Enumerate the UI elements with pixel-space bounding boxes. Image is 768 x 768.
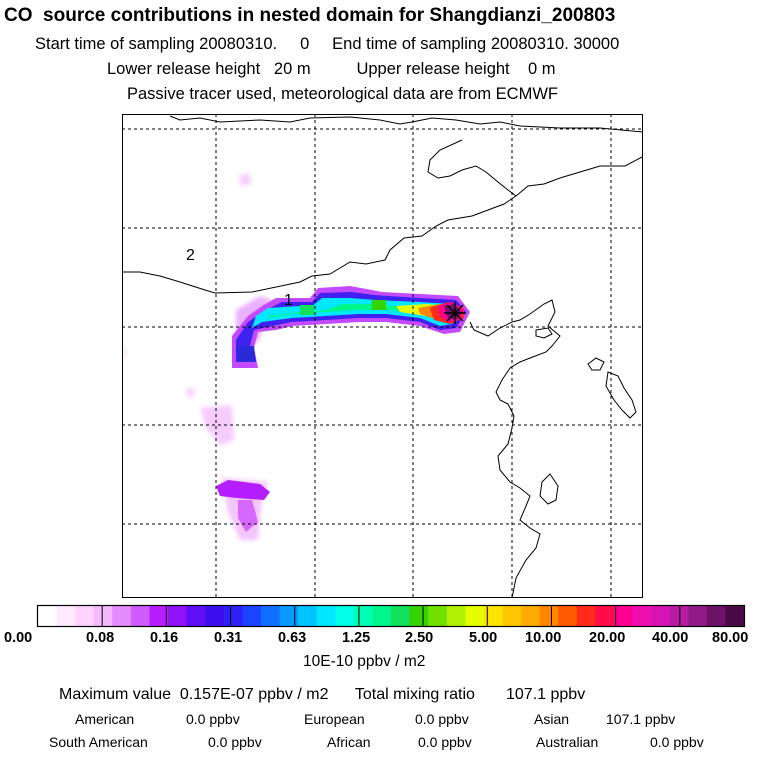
colorbar-swatch <box>595 606 615 626</box>
stat-region-american: American <box>75 711 135 727</box>
colorbar-swatch <box>502 606 522 626</box>
map-frame <box>122 114 643 598</box>
colorbar-swatch <box>632 606 652 626</box>
colorbar-tick: 10.00 <box>525 630 562 646</box>
colorbar-tick: 0.00 <box>4 630 33 646</box>
colorbar-swatch <box>56 606 76 626</box>
stat-value-american: 0.0 ppbv <box>186 711 240 727</box>
stat-value-african: 0.0 ppbv <box>418 734 472 750</box>
colorbar-swatch <box>38 606 58 626</box>
colorbar-swatch <box>613 606 634 626</box>
stat-value-south-american: 0.0 ppbv <box>208 734 262 750</box>
colorbar-swatch <box>205 606 225 626</box>
stat-region-south-american: South American <box>49 734 148 750</box>
colorbar-frame <box>36 604 746 628</box>
stat-region-australian: Australian <box>536 734 599 750</box>
colorbar-tick: 0.16 <box>150 630 179 646</box>
gridlines <box>122 114 643 598</box>
colorbar-swatch <box>669 606 689 626</box>
colorbar-swatch <box>725 606 745 626</box>
coastlines <box>122 115 643 598</box>
colorbar-swatch <box>706 606 727 626</box>
colorbar-swatch <box>168 606 188 626</box>
colorbar-swatch <box>372 606 392 626</box>
stat-region-african: African <box>327 734 371 750</box>
sampling-times: Start time of sampling 20080310. 0 End t… <box>35 35 620 53</box>
colorbar <box>38 606 745 626</box>
colorbar-tick: 0.08 <box>86 630 115 646</box>
map-area <box>122 114 643 598</box>
colorbar-swatch <box>465 606 485 626</box>
stat-value-european: 0.0 ppbv <box>415 711 469 727</box>
colorbar-swatch <box>409 606 429 626</box>
colorbar-swatch <box>112 606 132 626</box>
colorbar-tick: 0.63 <box>278 630 307 646</box>
colorbar-swatch <box>391 606 411 626</box>
colorbar-swatch <box>446 606 466 626</box>
colorbar-swatch <box>483 606 504 626</box>
colorbar-tick: 80.00 <box>712 630 749 646</box>
colorbar-swatch <box>316 606 336 626</box>
colorbar-swatch <box>242 606 262 626</box>
colorbar-swatch <box>353 606 374 626</box>
colorbar-swatch <box>260 606 281 626</box>
colorbar-swatch <box>93 606 113 626</box>
colorbar-swatch <box>186 606 206 626</box>
colorbar-swatch <box>130 606 151 626</box>
colorbar-swatch <box>298 606 318 626</box>
max-value-summary: Maximum value 0.157E-07 ppbv / m2 Total … <box>59 686 586 703</box>
tracer-info: Passive tracer used, meteorological data… <box>127 85 558 103</box>
colorbar-tick: 2.50 <box>405 630 434 646</box>
colorbar-swatch <box>428 606 448 626</box>
colorbar-dividers <box>101 606 681 626</box>
release-heights: Lower release height 20 m Upper release … <box>107 60 556 78</box>
colorbar-tick: 40.00 <box>652 630 689 646</box>
plot-title: CO source contributions in nested domain… <box>4 5 616 26</box>
colorbar-tick: 0.31 <box>214 630 243 646</box>
stat-value-australian: 0.0 ppbv <box>650 734 704 750</box>
region-label-2: 2 <box>186 247 195 264</box>
stat-region-asian: Asian <box>534 711 570 727</box>
colorbar-swatch <box>651 606 671 626</box>
colorbar-tick: 1.25 <box>342 630 371 646</box>
colorbar-swatch <box>521 606 541 626</box>
colorbar-swatch <box>75 606 95 626</box>
colorbar-tick: 20.00 <box>589 630 626 646</box>
stat-value-asian: 107.1 ppbv <box>606 711 676 727</box>
colorbar-swatch <box>539 606 559 626</box>
colorbar-tick: 5.00 <box>469 630 498 646</box>
colorbar-swatch <box>576 606 596 626</box>
colorbar-swatch <box>279 606 299 626</box>
stat-region-european: European <box>304 711 365 727</box>
colorbar-swatch <box>558 606 578 626</box>
colorbar-swatch <box>335 606 355 626</box>
colorbar-swatch <box>223 606 243 626</box>
colorbar-swatch <box>688 606 708 626</box>
colorbar-units: 10E-10 ppbv / m2 <box>303 653 426 670</box>
colorbar-swatch <box>149 606 169 626</box>
receptor-site-marker <box>444 302 466 324</box>
region-label-1: 1 <box>284 292 293 309</box>
